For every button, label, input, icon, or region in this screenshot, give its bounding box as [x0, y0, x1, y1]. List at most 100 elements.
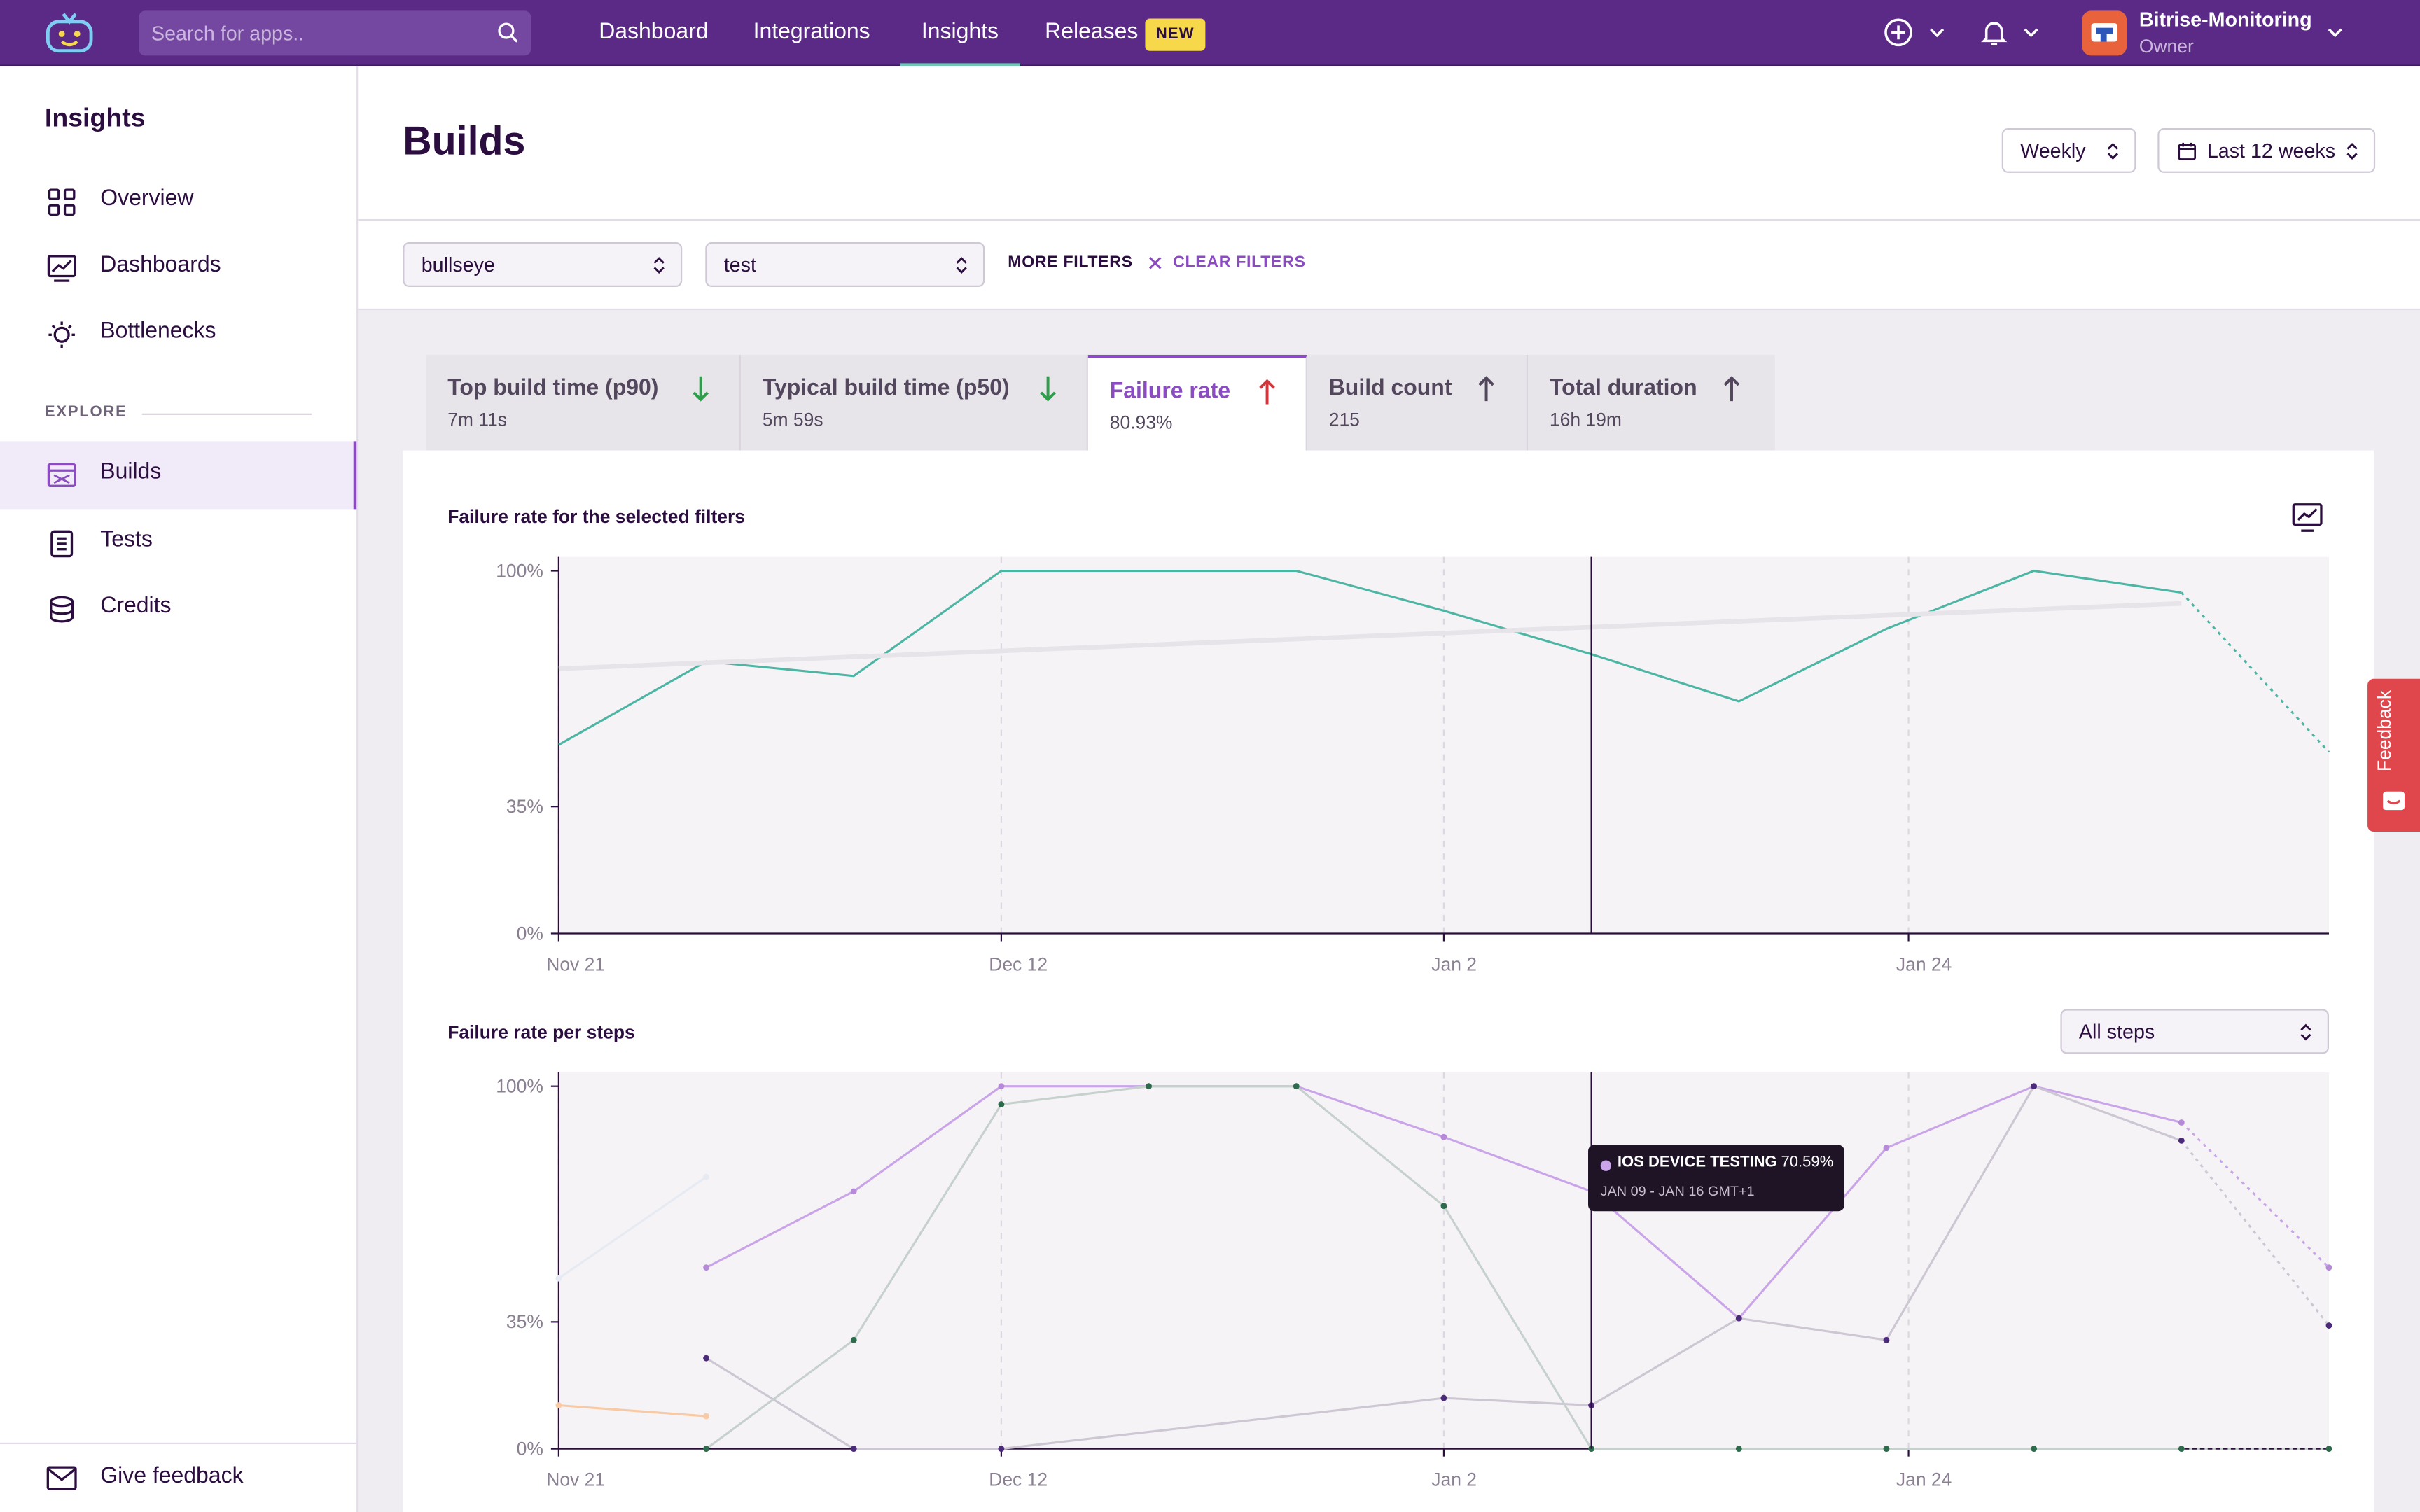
tab-value: 5m 59s: [762, 409, 823, 430]
date-range-select[interactable]: Last 12 weeks: [2157, 127, 2376, 173]
data-point: [555, 1275, 562, 1282]
sidebar-item-label: Dashboards: [100, 253, 221, 278]
data-point: [703, 1354, 709, 1362]
tab-p90[interactable]: Top build time (p90) 7m 11s: [426, 354, 741, 451]
data-point: [1883, 1144, 1890, 1152]
series-line-projected: [2181, 592, 2330, 753]
builds-icon: [47, 463, 76, 487]
series-line-projected: [2181, 1121, 2330, 1268]
data-point: [2325, 1322, 2332, 1329]
grid-icon: [48, 188, 76, 216]
series-line: [558, 601, 2182, 671]
top-bar: Dashboard Integrations Insights Releases…: [0, 0, 2420, 68]
tab-title: Failure rate: [1109, 379, 1231, 405]
nav-integrations[interactable]: Integrations: [753, 20, 870, 45]
sidebar-item-tests[interactable]: Tests: [0, 509, 356, 577]
sidebar-item-builds[interactable]: Builds: [0, 441, 357, 510]
period-select[interactable]: Weekly: [2001, 127, 2136, 173]
close-icon[interactable]: [1148, 256, 1162, 270]
feedback-tab-label: Feedback: [2373, 690, 2395, 772]
nav-releases[interactable]: Releases: [1045, 20, 1139, 45]
chart-board-icon: [47, 255, 76, 282]
y-tick-label: 0%: [517, 923, 543, 944]
chart-title: Failure rate per steps: [447, 1021, 635, 1043]
data-point: [1588, 1446, 1595, 1452]
sidebar-item-dashboards[interactable]: Dashboards: [0, 234, 356, 302]
sidebar-item-overview[interactable]: Overview: [0, 168, 356, 236]
y-tick-label: 35%: [506, 796, 543, 817]
tooltip-series-name: IOS DEVICE TESTING: [1617, 1154, 1777, 1171]
tab-value: 7m 11s: [447, 409, 507, 430]
arrow-up-icon: [1259, 379, 1275, 405]
sidebar-item-label: Overview: [100, 186, 194, 211]
data-point: [998, 1083, 1005, 1090]
page-header: Builds Weekly Last 12 weeks: [358, 66, 2420, 221]
explore-heading: EXPLORE: [44, 404, 127, 421]
data-point: [1293, 1083, 1300, 1090]
arrow-up-icon: [1478, 376, 1494, 402]
chat-icon: [2383, 791, 2405, 811]
clipboard-icon: [50, 530, 74, 558]
y-tick-label: 100%: [496, 1076, 543, 1097]
app-filter-select[interactable]: bullseye: [403, 242, 683, 287]
add-circle-icon[interactable]: [1883, 17, 1914, 48]
data-point: [1883, 1446, 1890, 1452]
tab-failure-rate[interactable]: Failure rate 80.93%: [1087, 354, 1307, 451]
account-role: Owner: [2139, 35, 2194, 57]
chart-tooltip: IOS DEVICE TESTING 70.59% JAN 09 - JAN 1…: [1588, 1144, 1844, 1212]
series-line: [558, 1404, 707, 1418]
search-input[interactable]: [151, 10, 491, 56]
tab-total-duration[interactable]: Total duration 16h 19m: [1528, 354, 1775, 451]
data-point: [2325, 1264, 2332, 1271]
lightbulb-icon: [48, 321, 75, 349]
account-name[interactable]: Bitrise-Monitoring: [2139, 8, 2312, 31]
avatar[interactable]: [2082, 10, 2127, 56]
data-point: [703, 1264, 709, 1271]
app-filter-value: bullseye: [421, 253, 495, 276]
up-down-icon: [653, 257, 665, 274]
series-dot: [1600, 1160, 1612, 1171]
sidebar-title: Insights: [44, 103, 146, 133]
sidebar-item-label: Builds: [100, 459, 162, 485]
chevron-down-icon[interactable]: [2328, 24, 2343, 40]
steps-select-value: All steps: [2078, 1019, 2155, 1043]
search-icon[interactable]: [497, 22, 519, 43]
feedback-side-tab[interactable]: Feedback: [2367, 678, 2420, 832]
tooltip-date-range: JAN 09 - JAN 16 GMT+1: [1600, 1183, 1755, 1199]
steps-select[interactable]: All steps: [2060, 1009, 2329, 1054]
chevron-down-icon[interactable]: [1929, 24, 1945, 40]
clear-filters-button[interactable]: CLEAR FILTERS: [1173, 253, 1306, 272]
nav-insights[interactable]: Insights: [899, 0, 1020, 68]
chart-view-icon[interactable]: [2292, 503, 2323, 533]
bitrise-logo-icon[interactable]: [45, 10, 95, 54]
data-point: [998, 1446, 1005, 1452]
x-tick-label: Nov 21: [546, 1469, 605, 1490]
tab-title: Top build time (p90): [447, 376, 659, 402]
nav-dashboard[interactable]: Dashboard: [599, 20, 709, 45]
search-box[interactable]: [139, 10, 531, 56]
up-down-icon: [956, 257, 967, 274]
data-point: [2325, 1446, 2332, 1452]
data-point: [998, 1101, 1005, 1107]
sidebar-item-bottlenecks[interactable]: Bottlenecks: [0, 301, 356, 369]
data-point: [1883, 1336, 1890, 1343]
data-point: [703, 1413, 709, 1420]
x-tick-label: Jan 2: [1431, 1469, 1477, 1490]
data-point: [1146, 1083, 1152, 1090]
bell-icon[interactable]: [1979, 17, 2010, 48]
tab-build-count[interactable]: Build count 215: [1307, 354, 1529, 451]
calendar-icon: [2178, 142, 2196, 160]
data-point: [1440, 1203, 1447, 1210]
more-filters-button[interactable]: MORE FILTERS: [1008, 253, 1133, 272]
sidebar-item-label: Bottlenecks: [100, 319, 216, 344]
tab-value: 16h 19m: [1549, 409, 1622, 430]
tab-p50[interactable]: Typical build time (p50) 5m 59s: [740, 354, 1088, 451]
give-feedback-link[interactable]: Give feedback: [0, 1442, 357, 1512]
data-point: [703, 1173, 709, 1180]
tooltip-value: 70.59%: [1781, 1154, 1834, 1171]
workflow-filter-select[interactable]: test: [705, 242, 985, 287]
chevron-down-icon[interactable]: [2024, 24, 2039, 40]
arrow-down-icon: [693, 376, 709, 402]
sidebar-item-credits[interactable]: Credits: [0, 575, 356, 643]
